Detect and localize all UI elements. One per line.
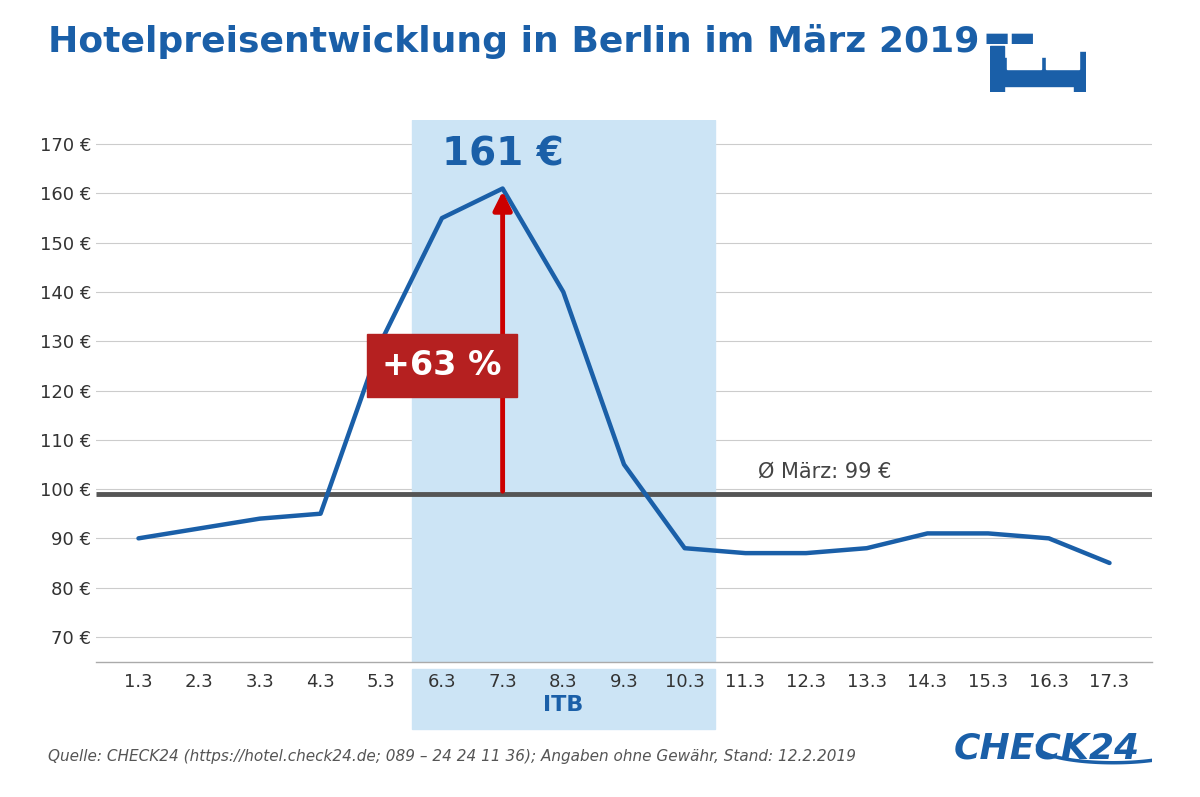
Bar <box>1074 52 1086 92</box>
Text: 161 €: 161 € <box>442 135 564 174</box>
Text: +63 %: +63 % <box>383 349 502 383</box>
Bar <box>1007 46 1040 69</box>
Text: ITB: ITB <box>544 695 583 716</box>
Text: Hotelpreisentwicklung in Berlin im März 2019: Hotelpreisentwicklung in Berlin im März … <box>48 24 979 59</box>
Text: Quelle: CHECK24 (https://hotel.check24.de; 089 – 24 24 11 36); Angaben ohne Gewä: Quelle: CHECK24 (https://hotel.check24.d… <box>48 749 856 764</box>
Bar <box>990 46 1004 92</box>
Bar <box>1045 46 1079 69</box>
Text: ▬▬: ▬▬ <box>984 24 1037 52</box>
Text: CHECK24: CHECK24 <box>954 731 1140 765</box>
Bar <box>412 120 715 662</box>
Text: Ø März: 99 €: Ø März: 99 € <box>757 461 892 481</box>
Bar <box>990 58 1086 86</box>
